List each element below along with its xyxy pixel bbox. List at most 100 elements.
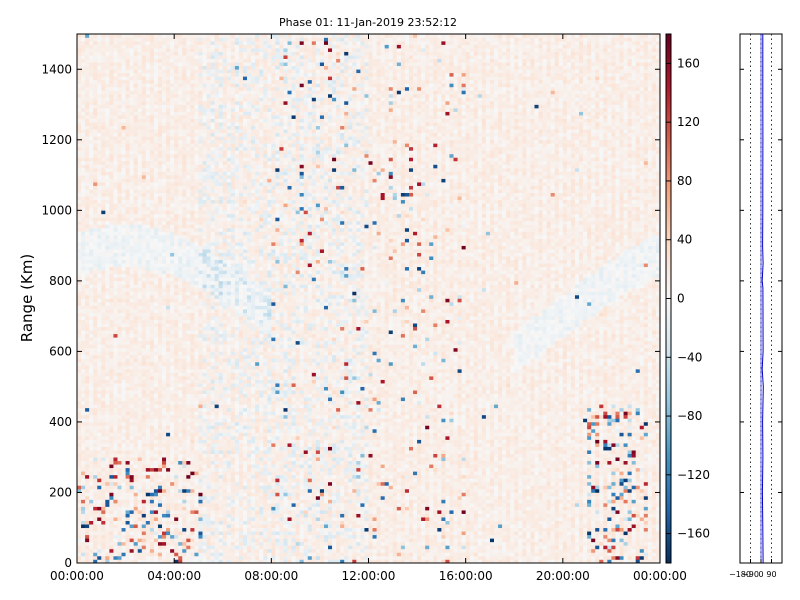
heatmap-cell xyxy=(93,157,98,162)
heatmap-cell xyxy=(141,390,147,395)
heatmap-cell xyxy=(157,210,163,215)
heatmap-cell xyxy=(89,249,94,253)
heatmap-cell xyxy=(93,421,98,426)
heatmap-cell xyxy=(97,101,102,105)
heatmap-cell xyxy=(153,376,159,380)
heatmap-cell xyxy=(162,330,167,335)
heatmap-cell xyxy=(113,344,118,349)
heatmap-cell xyxy=(166,270,171,275)
heatmap-cell xyxy=(166,517,171,521)
heatmap-cell xyxy=(178,76,183,81)
heatmap-cell xyxy=(113,168,118,172)
heatmap-cell xyxy=(89,548,94,553)
heatmap-cell xyxy=(129,277,134,282)
heatmap-cell xyxy=(113,55,118,59)
heatmap-cell xyxy=(206,168,211,172)
heatmap-cell xyxy=(125,421,130,426)
heatmap-cell xyxy=(194,76,199,81)
heatmap-cell xyxy=(109,118,114,123)
heatmap-cell xyxy=(194,390,199,395)
heatmap-cell xyxy=(89,450,94,454)
heatmap-cell xyxy=(182,390,187,395)
heatmap-cell xyxy=(174,460,179,465)
heatmap-cell xyxy=(162,552,167,557)
heatmap-cell xyxy=(121,263,126,268)
heatmap-cell xyxy=(141,559,147,563)
heatmap-cell xyxy=(198,333,203,338)
heatmap-cell xyxy=(182,79,187,84)
heatmap-cell xyxy=(129,90,134,95)
heatmap-cell xyxy=(206,428,211,433)
heatmap-cell xyxy=(137,524,143,529)
heatmap-cell xyxy=(206,344,211,349)
heatmap-cell xyxy=(186,277,191,282)
heatmap-cell xyxy=(109,309,114,313)
heatmap-cell xyxy=(166,231,171,236)
heatmap-cell xyxy=(174,411,179,416)
heatmap-cell xyxy=(186,344,191,349)
heatmap-cell xyxy=(162,270,167,275)
heatmap-cell xyxy=(109,316,114,320)
heatmap-cell xyxy=(77,164,82,169)
heatmap-cell xyxy=(178,213,183,218)
heatmap-cell xyxy=(149,242,155,246)
heatmap-cell xyxy=(194,347,199,352)
heatmap-cell xyxy=(121,238,126,243)
heatmap-cell xyxy=(202,171,207,176)
heatmap-cell xyxy=(206,400,211,405)
heatmap-cell xyxy=(93,354,98,359)
heatmap-cell xyxy=(81,548,86,553)
heatmap-cell xyxy=(178,534,183,539)
heatmap-cell xyxy=(97,450,102,454)
heatmap-cell xyxy=(186,534,191,539)
heatmap-cell xyxy=(129,44,134,49)
heatmap-cell xyxy=(101,235,106,239)
heatmap-cell xyxy=(153,330,159,335)
heatmap-cell xyxy=(113,506,118,511)
heatmap-cell xyxy=(186,196,191,201)
heatmap-cell xyxy=(170,407,175,412)
heatmap-cell xyxy=(85,125,90,130)
heatmap-cell xyxy=(174,471,179,476)
heatmap-cell xyxy=(194,520,199,525)
heatmap-cell xyxy=(105,340,110,345)
heatmap-cell xyxy=(182,44,187,49)
heatmap-cell xyxy=(190,513,195,518)
heatmap-cell xyxy=(190,372,195,377)
heatmap-cell xyxy=(149,471,155,476)
heatmap-cell xyxy=(113,414,118,419)
heatmap-cell xyxy=(157,330,163,335)
heatmap-cell xyxy=(174,122,179,126)
heatmap-cell xyxy=(194,69,199,74)
heatmap-cell xyxy=(145,376,151,380)
heatmap-cell xyxy=(182,541,187,546)
heatmap-cell xyxy=(109,418,114,423)
heatmap-cell xyxy=(93,132,98,137)
heatmap-cell xyxy=(202,220,207,225)
heatmap-cell xyxy=(93,83,98,88)
heatmap-cell xyxy=(81,386,86,391)
heatmap-cell xyxy=(202,548,207,553)
heatmap-cell xyxy=(125,34,130,38)
heatmap-cell xyxy=(202,48,207,52)
heatmap-cell xyxy=(125,37,130,42)
heatmap-cell xyxy=(198,83,203,88)
heatmap-cell xyxy=(145,97,151,102)
heatmap-cell xyxy=(157,428,163,433)
heatmap-cell xyxy=(202,534,207,539)
heatmap-cell xyxy=(133,425,139,430)
heatmap-cell xyxy=(162,263,167,268)
heatmap-cell xyxy=(178,90,183,95)
heatmap-cell xyxy=(145,478,151,483)
heatmap-cell xyxy=(117,280,122,285)
heatmap-cell xyxy=(186,527,191,532)
heatmap-cell xyxy=(97,83,102,88)
heatmap-cell xyxy=(97,160,102,165)
heatmap-cell xyxy=(210,534,215,539)
heatmap-cell xyxy=(93,305,98,310)
heatmap-cell xyxy=(182,175,187,179)
heatmap-cell xyxy=(125,196,130,201)
heatmap-cell xyxy=(170,446,175,451)
heatmap-cell xyxy=(125,457,130,462)
heatmap-cell xyxy=(202,506,207,511)
